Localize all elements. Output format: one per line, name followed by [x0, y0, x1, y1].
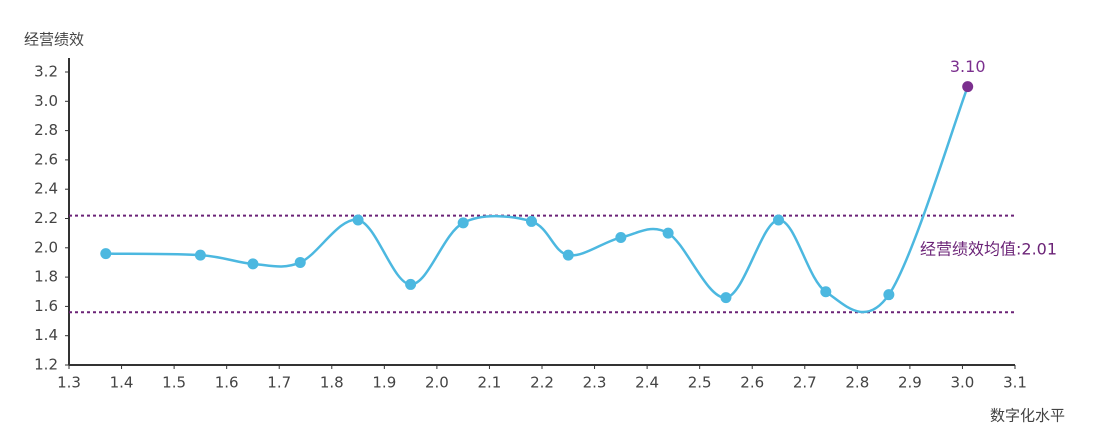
y-tick-label: 1.4	[34, 326, 58, 344]
x-tick-label: 2.3	[583, 374, 607, 392]
x-tick-label: 2.5	[688, 374, 712, 392]
y-axis-label: 经营绩效	[24, 31, 84, 49]
point	[662, 227, 674, 239]
point	[883, 289, 895, 301]
x-tick-label: 1.6	[215, 374, 239, 392]
line	[105, 86, 969, 314]
x-tick-label: 1.8	[320, 374, 344, 392]
point	[194, 249, 206, 261]
x-tick-label: 1.4	[110, 374, 134, 392]
annotation: 经营绩效均值:2.01	[920, 240, 1057, 259]
x-tick-label: 2.1	[478, 374, 502, 392]
x-tick-label: 2.4	[635, 374, 659, 392]
y-tick-label: 1.6	[34, 297, 58, 315]
y-tick-label: 1.2	[34, 356, 58, 374]
point	[962, 81, 974, 93]
x-tick-label: 2.0	[425, 374, 449, 392]
y-tick-label: 2.2	[34, 209, 58, 227]
point	[352, 214, 364, 226]
point	[100, 248, 112, 260]
point	[247, 258, 259, 270]
y-tick-label: 2.8	[34, 121, 58, 139]
point	[562, 249, 574, 261]
point	[457, 217, 469, 229]
x-tick-label: 2.8	[845, 374, 869, 392]
data-label: 3.10	[950, 57, 986, 76]
point	[720, 292, 732, 304]
y-tick-label: 1.8	[34, 268, 58, 286]
x-tick-label: 2.2	[530, 374, 554, 392]
point	[615, 232, 627, 244]
point	[525, 215, 537, 227]
point	[405, 278, 417, 290]
y-tick-label: 2.4	[34, 180, 58, 198]
x-axis-label: 数字化水平	[990, 407, 1065, 425]
x-tick-label: 1.7	[267, 374, 291, 392]
point	[294, 256, 306, 268]
x-tick-label: 2.7	[793, 374, 817, 392]
x-tick-label: 2.9	[898, 374, 922, 392]
point	[773, 214, 784, 226]
y-tick-label: 2.6	[34, 150, 58, 168]
x-tick-label: 1.5	[162, 374, 186, 392]
x-tick-label: 2.6	[740, 374, 764, 392]
y-tick-label: 3.0	[34, 92, 58, 110]
point	[820, 286, 832, 298]
x-tick-label: 3.1	[1003, 374, 1027, 392]
x-tick-label: 3.0	[951, 374, 975, 392]
x-tick-label: 1.9	[372, 374, 396, 392]
x-tick-label: 1.3	[57, 374, 81, 392]
y-tick-label: 2.0	[34, 238, 58, 256]
y-tick-label: 3.2	[34, 63, 58, 81]
